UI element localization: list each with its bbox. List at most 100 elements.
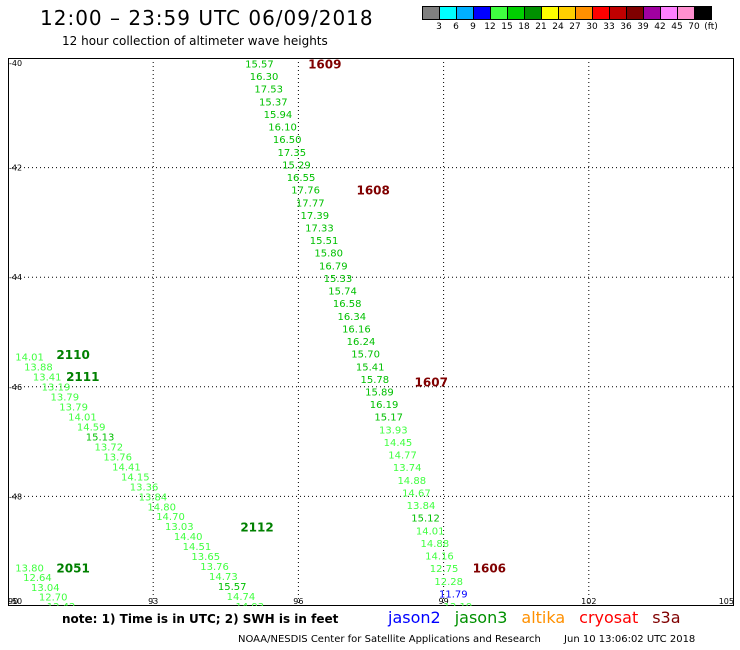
legend-label: 18 xyxy=(518,22,530,32)
legend-label: 21 xyxy=(535,22,547,32)
swh-value: 13.84 xyxy=(407,501,436,512)
swh-value: 12.19 xyxy=(444,602,473,606)
satellite-altika: altika xyxy=(521,608,566,627)
y-tick-label: -48 xyxy=(9,492,22,501)
y-tick-label: -46 xyxy=(9,383,22,392)
swh-value: 16.30 xyxy=(250,72,279,83)
legend-label: 15 xyxy=(501,22,513,32)
legend-swatch xyxy=(592,6,610,20)
swh-value: 15.89 xyxy=(365,388,394,399)
swh-value: 14.88 xyxy=(397,476,426,487)
legend-label: 42 xyxy=(654,22,666,32)
swh-value: 12.28 xyxy=(434,577,463,588)
x-tick-label: 96 xyxy=(293,597,303,606)
swh-value: 13.36 xyxy=(130,482,159,493)
satellite-jason3: jason3 xyxy=(454,608,508,627)
legend-swatch xyxy=(439,6,457,20)
swh-value: 17.33 xyxy=(305,223,334,234)
swh-value: 13.19 xyxy=(42,383,71,394)
legend-label: 39 xyxy=(637,22,649,32)
pass-label: 2112 xyxy=(240,521,273,535)
x-tick-label: 93 xyxy=(148,597,158,606)
swh-value: 17.53 xyxy=(254,85,283,96)
pass-label: 1606 xyxy=(473,562,506,576)
legend-swatch xyxy=(694,6,712,20)
legend-label: 70 xyxy=(688,22,700,32)
swh-value: 17.76 xyxy=(291,186,320,197)
swh-value: 13.74 xyxy=(393,463,422,474)
color-legend: 3 6 9 12 15 18 21 24 27 30 33 36 39 42 45 70 (ft) xyxy=(422,6,740,32)
map-title: 12:00 – 23:59 UTC 06/09/2018 xyxy=(40,6,374,30)
swh-value: 15.57 xyxy=(218,582,247,593)
swh-value: 15.41 xyxy=(356,362,385,373)
swh-value: 14.93 xyxy=(235,602,264,606)
y-tick-label: -42 xyxy=(9,164,22,173)
swh-value: 16.58 xyxy=(333,299,362,310)
swh-value: 16.19 xyxy=(370,400,399,411)
legend-swatch xyxy=(558,6,576,20)
legend-labels: 3 6 9 12 15 18 21 24 27 30 33 36 39 42 45 70 (ft) xyxy=(422,20,740,32)
swh-value: 15.51 xyxy=(310,236,339,247)
legend-label: 3 xyxy=(436,22,442,32)
satellite-s3a: s3a xyxy=(652,608,681,627)
swh-value: 12.75 xyxy=(430,564,459,575)
legend-swatch xyxy=(456,6,474,20)
satellite-jason2: jason2 xyxy=(388,608,441,627)
x-tick-label: 90 xyxy=(8,597,18,606)
legend-swatch xyxy=(643,6,661,20)
swh-value: 12.42 xyxy=(47,602,76,606)
legend-label: 9 xyxy=(470,22,476,32)
swh-value: 16.10 xyxy=(268,123,297,134)
swh-value: 13.84 xyxy=(139,492,168,503)
x-tick-label: 99 xyxy=(439,597,449,606)
pass-label: 1608 xyxy=(356,184,389,198)
swh-value: 14.77 xyxy=(388,451,417,462)
satellite-cryosat: cryosat xyxy=(579,608,639,627)
legend-label: 36 xyxy=(620,22,632,32)
pass-label: 2051 xyxy=(56,562,89,576)
footnote: note: 1) Time is in UTC; 2) SWH is in fe… xyxy=(62,612,339,626)
swh-value: 17.77 xyxy=(296,198,325,209)
legend-label: 45 xyxy=(671,22,683,32)
legend-label: 27 xyxy=(569,22,581,32)
legend-swatches xyxy=(422,6,740,20)
swh-value: 14.16 xyxy=(425,552,454,563)
swh-value: 13.93 xyxy=(379,425,408,436)
satellite-legend: jason2 jason3 altika cryosat s3a xyxy=(388,608,695,627)
legend-swatch xyxy=(541,6,559,20)
legend-label: 6 xyxy=(453,22,459,32)
swh-value: 13.03 xyxy=(165,522,194,533)
y-tick-label: -50 xyxy=(9,597,22,606)
swh-value: 14.40 xyxy=(174,532,203,543)
legend-swatch xyxy=(507,6,525,20)
swh-value: 15.13 xyxy=(86,432,115,443)
legend-swatch xyxy=(524,6,542,20)
credit-text: NOAA/NESDIS Center for Satellite Applica… xyxy=(238,634,541,645)
swh-value: 15.17 xyxy=(374,413,403,424)
swh-value: 13.76 xyxy=(103,452,132,463)
swh-value: 14.01 xyxy=(15,353,44,364)
pass-label: 2111 xyxy=(66,370,99,384)
footer: NOAA/NESDIS Center for Satellite Applica… xyxy=(238,634,715,645)
pass-label: 1609 xyxy=(308,58,341,71)
swh-value: 15.12 xyxy=(411,514,440,525)
swh-value: 15.80 xyxy=(314,249,343,260)
map-frame xyxy=(8,58,734,606)
pass-label: 1607 xyxy=(415,375,448,389)
swh-value: 16.55 xyxy=(287,173,316,184)
swh-value: 13.65 xyxy=(191,552,220,563)
swh-value: 14.88 xyxy=(421,539,450,550)
swh-value: 13.41 xyxy=(33,373,62,384)
legend-swatch xyxy=(626,6,644,20)
swh-value: 15.29 xyxy=(282,160,311,171)
swh-value: 14.01 xyxy=(68,413,97,424)
swh-value: 13.88 xyxy=(24,363,53,374)
x-tick-label: 102 xyxy=(581,597,596,606)
legend-label: 24 xyxy=(552,22,564,32)
swh-value: 16.79 xyxy=(319,261,348,272)
legend-swatch xyxy=(473,6,491,20)
swh-value: 15.70 xyxy=(351,350,380,361)
swh-value: 14.01 xyxy=(416,526,445,537)
swh-value: 16.50 xyxy=(273,135,302,146)
swh-value: 15.74 xyxy=(328,287,357,298)
